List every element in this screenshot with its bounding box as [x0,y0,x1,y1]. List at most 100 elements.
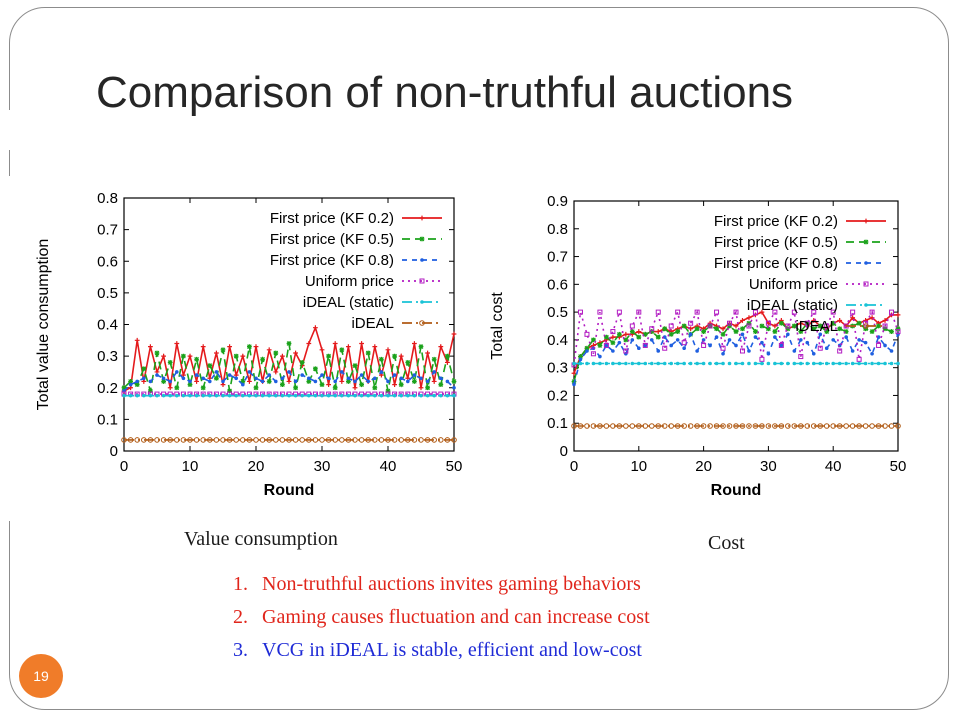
data-point [372,437,378,443]
data-point [292,437,299,443]
y-tick-label: 0.9 [547,193,568,210]
data-point [669,343,673,348]
data-point [590,423,597,429]
data-point [597,309,603,315]
data-point [642,331,648,337]
series-5 [572,361,900,366]
data-point [181,376,186,381]
data-point [392,382,397,387]
data-point [306,379,312,384]
data-point [643,361,648,366]
data-point [688,361,693,366]
data-point [293,393,298,398]
data-point [174,341,180,346]
data-point [786,361,790,366]
data-point [247,370,252,374]
data-point [817,345,823,351]
data-point [682,361,686,366]
data-point [656,349,661,353]
data-point [681,423,687,429]
data-point [259,437,266,443]
data-point [399,393,404,398]
data-point [227,344,232,350]
data-point [623,348,629,354]
data-point [353,379,357,384]
data-point [142,376,146,381]
data-point [128,393,133,398]
data-point [662,361,667,366]
data-point [760,340,764,345]
data-point [740,361,745,366]
data-point [714,326,719,332]
data-point [772,329,778,334]
data-point [760,361,764,366]
data-point [870,351,874,356]
data-point [876,342,882,348]
legend-label: iDEAL (static) [303,294,394,311]
data-point [772,323,778,329]
data-point [320,373,324,377]
data-point [286,437,292,443]
data-point [445,393,450,398]
data-point [701,342,707,348]
data-point [352,363,358,369]
data-point [792,361,797,366]
data-point [240,437,246,443]
data-point [740,318,745,323]
series-5 [122,393,456,398]
data-point [385,437,391,443]
data-point [694,423,700,429]
data-point [824,361,829,366]
data-point [161,353,166,359]
data-point [121,385,127,391]
data-point [398,437,405,443]
data-point [882,323,888,329]
data-point [817,323,823,329]
data-point [875,423,882,429]
data-point [366,379,371,384]
data-point [773,361,777,366]
data-point [280,353,285,359]
data-point [175,393,179,398]
y-tick-label: 0.7 [97,222,118,239]
data-point [201,393,205,398]
data-point [766,351,771,356]
data-point [148,388,153,394]
data-point [398,353,404,359]
data-point [876,323,881,329]
data-point [578,357,583,362]
legend-marker [420,258,424,262]
data-point [688,320,694,326]
legend-marker [863,323,869,329]
data-point [167,360,173,365]
data-point [313,379,318,384]
data-point [142,393,146,398]
data-point [412,379,417,384]
data-point [300,393,305,398]
data-point [733,309,739,315]
data-point [721,351,725,356]
data-point [127,437,134,443]
x-tick-label: 10 [630,458,647,475]
data-point [451,331,457,337]
data-point [610,329,616,335]
data-point [359,373,364,377]
data-point [208,379,212,384]
data-point [372,385,378,391]
data-point [662,335,667,339]
data-point [681,340,687,346]
x-tick-label: 40 [825,458,842,475]
data-point [791,423,798,429]
data-point [591,361,596,366]
data-point [746,423,752,429]
data-point [675,309,681,315]
data-point [160,437,167,443]
data-point [636,334,642,340]
data-point [629,423,636,429]
data-point [135,393,139,398]
data-point [233,437,239,443]
x-tick-label: 10 [182,458,199,475]
x-tick-label: 20 [248,458,265,475]
data-point [889,349,894,353]
data-point [603,342,609,348]
